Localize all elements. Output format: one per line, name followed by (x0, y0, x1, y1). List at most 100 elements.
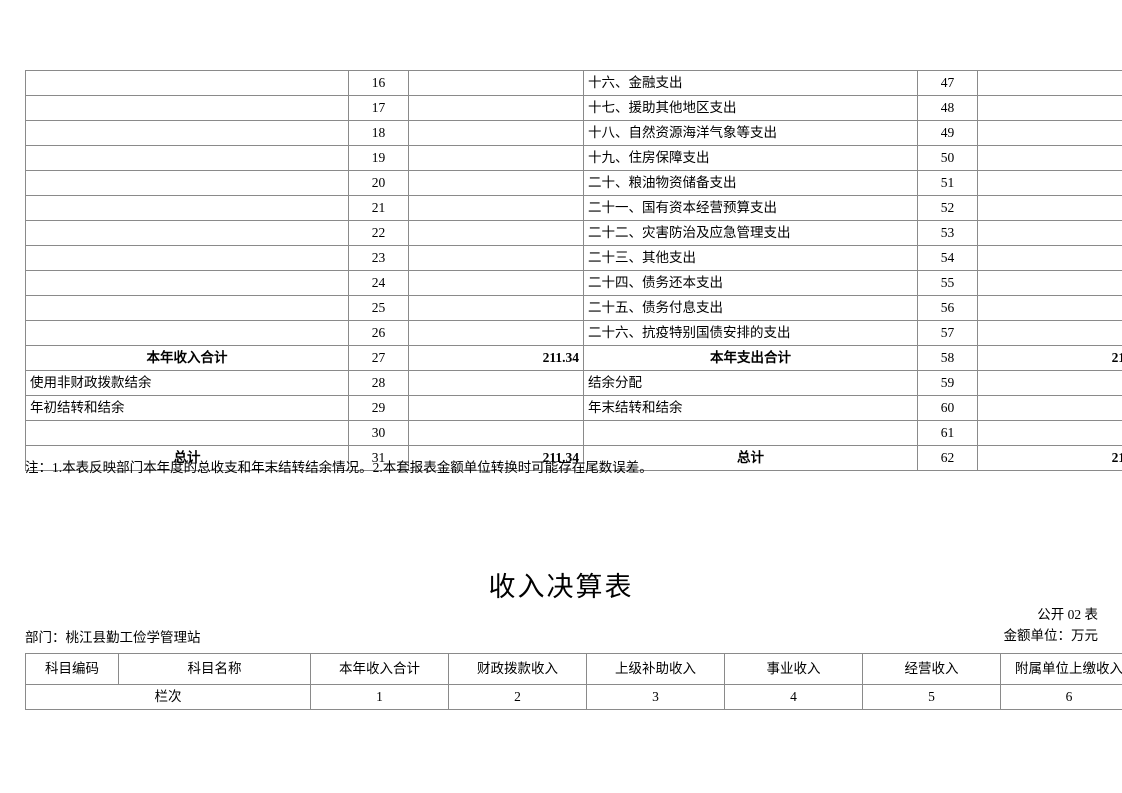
left-amount (408, 245, 584, 271)
right-line-number: 60 (917, 395, 978, 421)
right-amount (977, 195, 1122, 221)
left-amount (408, 420, 584, 446)
left-line-number: 22 (348, 220, 409, 246)
left-subject-name: 使用非财政拨款结余 (25, 370, 349, 396)
right-subject-name: 本年支出合计 (583, 345, 918, 371)
right-amount (977, 395, 1122, 421)
column-header-subject-name: 科目名称 (118, 653, 311, 685)
right-subject-name: 二十六、抗疫特别国债安排的支出 (583, 320, 918, 346)
right-line-number: 57 (917, 320, 978, 346)
right-amount (977, 420, 1122, 446)
table-body: 16 十六、金融支出 47 17 十七、援助其他地区支出 48 18 十八、自然… (25, 70, 1122, 471)
income-expenditure-summary-table: 16 十六、金融支出 47 17 十七、援助其他地区支出 48 18 十八、自然… (25, 70, 1122, 471)
right-amount: 211.34 (977, 445, 1122, 471)
department-label: 部门：桃江县勤工俭学管理站 (25, 630, 201, 645)
right-subject-name: 二十四、债务还本支出 (583, 270, 918, 296)
right-line-number: 58 (917, 345, 978, 371)
left-amount (408, 295, 584, 321)
left-amount (408, 270, 584, 296)
column-header-affiliate-remittance: 附属单位上缴收入 (1000, 653, 1122, 685)
left-subject-name (25, 120, 349, 146)
left-subject-name (25, 270, 349, 296)
left-subject-name (25, 70, 349, 96)
left-amount (408, 120, 584, 146)
left-subject-name (25, 295, 349, 321)
left-line-number: 31 (348, 445, 409, 471)
left-amount (408, 95, 584, 121)
left-subject-name (25, 320, 349, 346)
table-row: 30 61 (25, 420, 1122, 446)
left-amount (408, 370, 584, 396)
right-amount (977, 170, 1122, 196)
column-header-superior-subsidy: 上级补助收入 (586, 653, 725, 685)
table-footnote: 注：1.本表反映部门本年度的总收支和年末结转结余情况。2.本套报表金额单位转换时… (25, 460, 653, 475)
left-line-number: 29 (348, 395, 409, 421)
left-amount (408, 145, 584, 171)
right-amount (977, 370, 1122, 396)
right-line-number: 61 (917, 420, 978, 446)
left-line-number: 30 (348, 420, 409, 446)
left-subject-name: 本年收入合计 (25, 345, 349, 371)
left-subject-name (25, 170, 349, 196)
right-subject-name: 二十、粮油物资储备支出 (583, 170, 918, 196)
right-subject-name: 二十五、债务付息支出 (583, 295, 918, 321)
left-amount (408, 395, 584, 421)
right-line-number: 53 (917, 220, 978, 246)
left-subject-name (25, 245, 349, 271)
amount-unit-note: 金额单位：万元 (1003, 628, 1099, 643)
right-subject-name: 二十一、国有资本经营预算支出 (583, 195, 918, 221)
subheader-number: 5 (862, 684, 1001, 710)
right-subject-name (583, 420, 918, 446)
right-subject-name: 十八、自然资源海洋气象等支出 (583, 120, 918, 146)
right-amount (977, 295, 1122, 321)
subheader-number: 2 (448, 684, 587, 710)
left-line-number: 25 (348, 295, 409, 321)
left-amount (408, 220, 584, 246)
table-row: 19 十九、住房保障支出 50 (25, 145, 1122, 171)
left-subject-name (25, 420, 349, 446)
subheader-number: 1 (310, 684, 449, 710)
right-line-number: 51 (917, 170, 978, 196)
table-row: 17 十七、援助其他地区支出 48 (25, 95, 1122, 121)
left-line-number: 28 (348, 370, 409, 396)
table-row: 24 二十四、债务还本支出 55 (25, 270, 1122, 296)
left-amount (408, 170, 584, 196)
column-header-subject-code: 科目编码 (25, 653, 119, 685)
left-line-number: 16 (348, 70, 409, 96)
subheader-line-label: 栏次 (25, 684, 311, 710)
right-line-number: 62 (917, 445, 978, 471)
left-line-number: 23 (348, 245, 409, 271)
left-line-number: 20 (348, 170, 409, 196)
right-subject-name: 二十二、灾害防治及应急管理支出 (583, 220, 918, 246)
right-line-number: 50 (917, 145, 978, 171)
table-row: 20 二十、粮油物资储备支出 51 (25, 170, 1122, 196)
right-line-number: 56 (917, 295, 978, 321)
right-subject-name: 总计 (583, 445, 918, 471)
income-final-accounts-table: 科目编码 科目名称 本年收入合计 财政拨款收入 上级补助收入 事业收入 经营收入… (25, 653, 1122, 710)
right-line-number: 59 (917, 370, 978, 396)
right-subject-name: 结余分配 (583, 370, 918, 396)
column-header-business-income: 经营收入 (862, 653, 1001, 685)
right-amount (977, 70, 1122, 96)
right-amount (977, 245, 1122, 271)
table-body: 科目编码 科目名称 本年收入合计 财政拨款收入 上级补助收入 事业收入 经营收入… (25, 653, 1122, 710)
column-header-total-income: 本年收入合计 (310, 653, 449, 685)
table-header-row: 科目编码 科目名称 本年收入合计 财政拨款收入 上级补助收入 事业收入 经营收入… (25, 653, 1122, 685)
right-amount (977, 95, 1122, 121)
subheader-number: 4 (724, 684, 863, 710)
left-line-number: 18 (348, 120, 409, 146)
public-sheet-number: 公开 02 表 (1037, 607, 1098, 622)
table-row: 使用非财政拨款结余 28 结余分配 59 (25, 370, 1122, 396)
column-header-fiscal-appropriation: 财政拨款收入 (448, 653, 587, 685)
right-line-number: 49 (917, 120, 978, 146)
right-subject-name: 年末结转和结余 (583, 395, 918, 421)
right-amount: 211.34 (977, 345, 1122, 371)
left-amount (408, 195, 584, 221)
left-subject-name (25, 145, 349, 171)
right-subject-name: 十九、住房保障支出 (583, 145, 918, 171)
left-line-number: 19 (348, 145, 409, 171)
right-amount (977, 120, 1122, 146)
right-line-number: 47 (917, 70, 978, 96)
left-amount: 211.34 (408, 345, 584, 371)
table-row-grand-total: 总计 31 211.34 总计 62 211.34 (25, 445, 1122, 471)
